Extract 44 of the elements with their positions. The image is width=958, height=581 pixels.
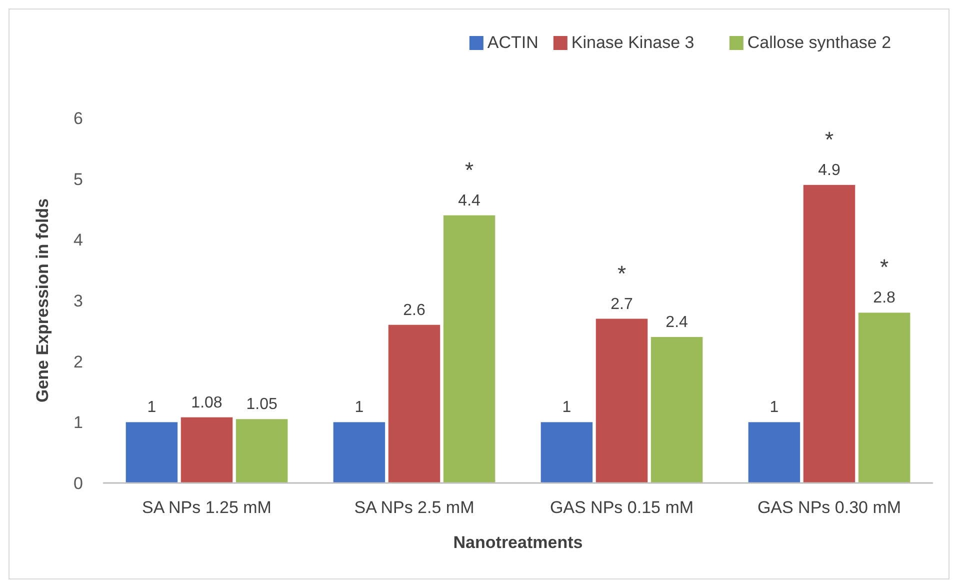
bar [443, 215, 496, 483]
y-tick-label: 2 [74, 352, 83, 372]
bar [748, 422, 800, 483]
bar [650, 337, 703, 483]
data-label: 1 [354, 399, 364, 416]
data-label: 1.05 [246, 396, 278, 414]
bar [858, 312, 910, 483]
data-label: 2.6 [403, 302, 426, 319]
data-label: 1.08 [191, 394, 222, 412]
data-label: 2.4 [666, 314, 688, 331]
bar [126, 422, 178, 483]
bar [333, 422, 386, 483]
annotation: * [465, 157, 474, 182]
y-tick-label: 5 [74, 170, 83, 189]
y-tick-label: 0 [74, 474, 83, 493]
y-tick-label: 4 [74, 230, 83, 250]
y-tick-label: 1 [74, 413, 83, 432]
x-tick-label: SA NPs 1.25 mM [142, 498, 272, 517]
bar [596, 318, 648, 483]
data-label: 2.8 [873, 290, 896, 307]
data-label: 4.4 [458, 192, 481, 210]
bar [388, 324, 440, 483]
x-tick-label: GAS NPs 0.30 mM [757, 498, 902, 517]
legend-label: ACTIN [487, 33, 538, 52]
data-label: 1 [770, 399, 779, 416]
bar [803, 184, 856, 483]
y-tick-label: 6 [74, 109, 83, 128]
x-tick-label: SA NPs 2.5 mM [354, 498, 474, 517]
bar [180, 417, 233, 483]
annotation: * [880, 254, 890, 280]
data-label: 4.9 [818, 162, 840, 179]
legend-label: Callose synthase 2 [747, 33, 892, 52]
bar [540, 422, 593, 483]
x-tick-label: GAS NPs 0.15 mM [550, 498, 694, 517]
legend-label: Kinase Kinase 3 [571, 33, 694, 52]
y-tick-label: 3 [74, 292, 83, 310]
annotation: * [824, 126, 834, 152]
y-axis-title: Gene Expression in folds [33, 198, 52, 403]
data-label: 1 [147, 399, 156, 416]
data-label: 2.7 [610, 296, 633, 313]
bar [236, 419, 288, 483]
data-label: 1 [562, 399, 572, 416]
x-axis-title: Nanotreatments [453, 533, 583, 552]
annotation: * [617, 260, 626, 286]
